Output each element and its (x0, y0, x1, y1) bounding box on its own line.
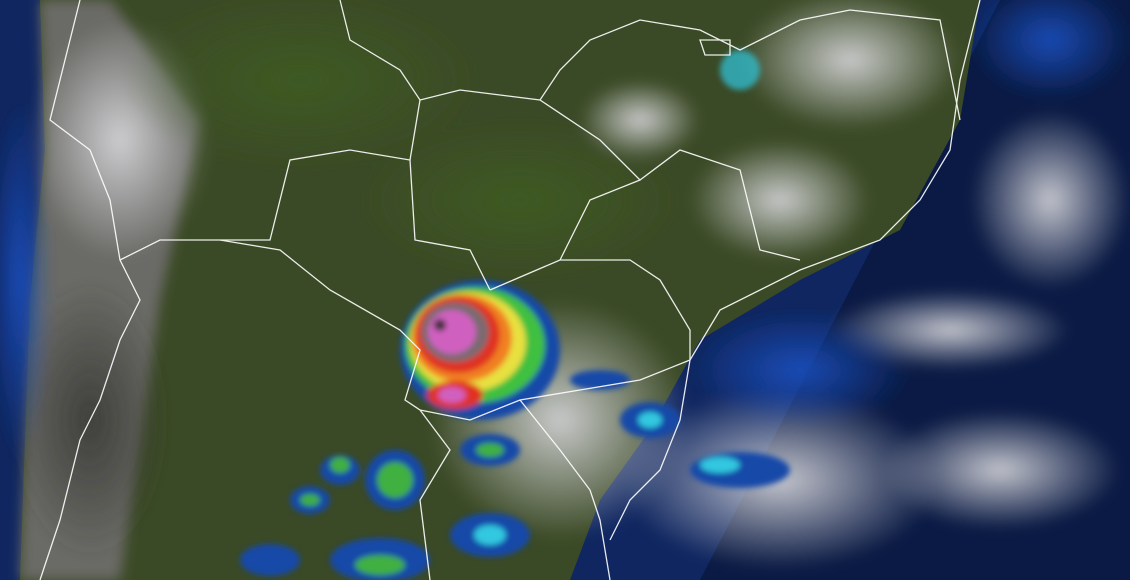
storm-system (400, 280, 560, 420)
rain-cells (240, 50, 790, 580)
political-borders (39, 0, 981, 580)
storm-eye (434, 319, 446, 331)
storm-core (428, 310, 476, 354)
